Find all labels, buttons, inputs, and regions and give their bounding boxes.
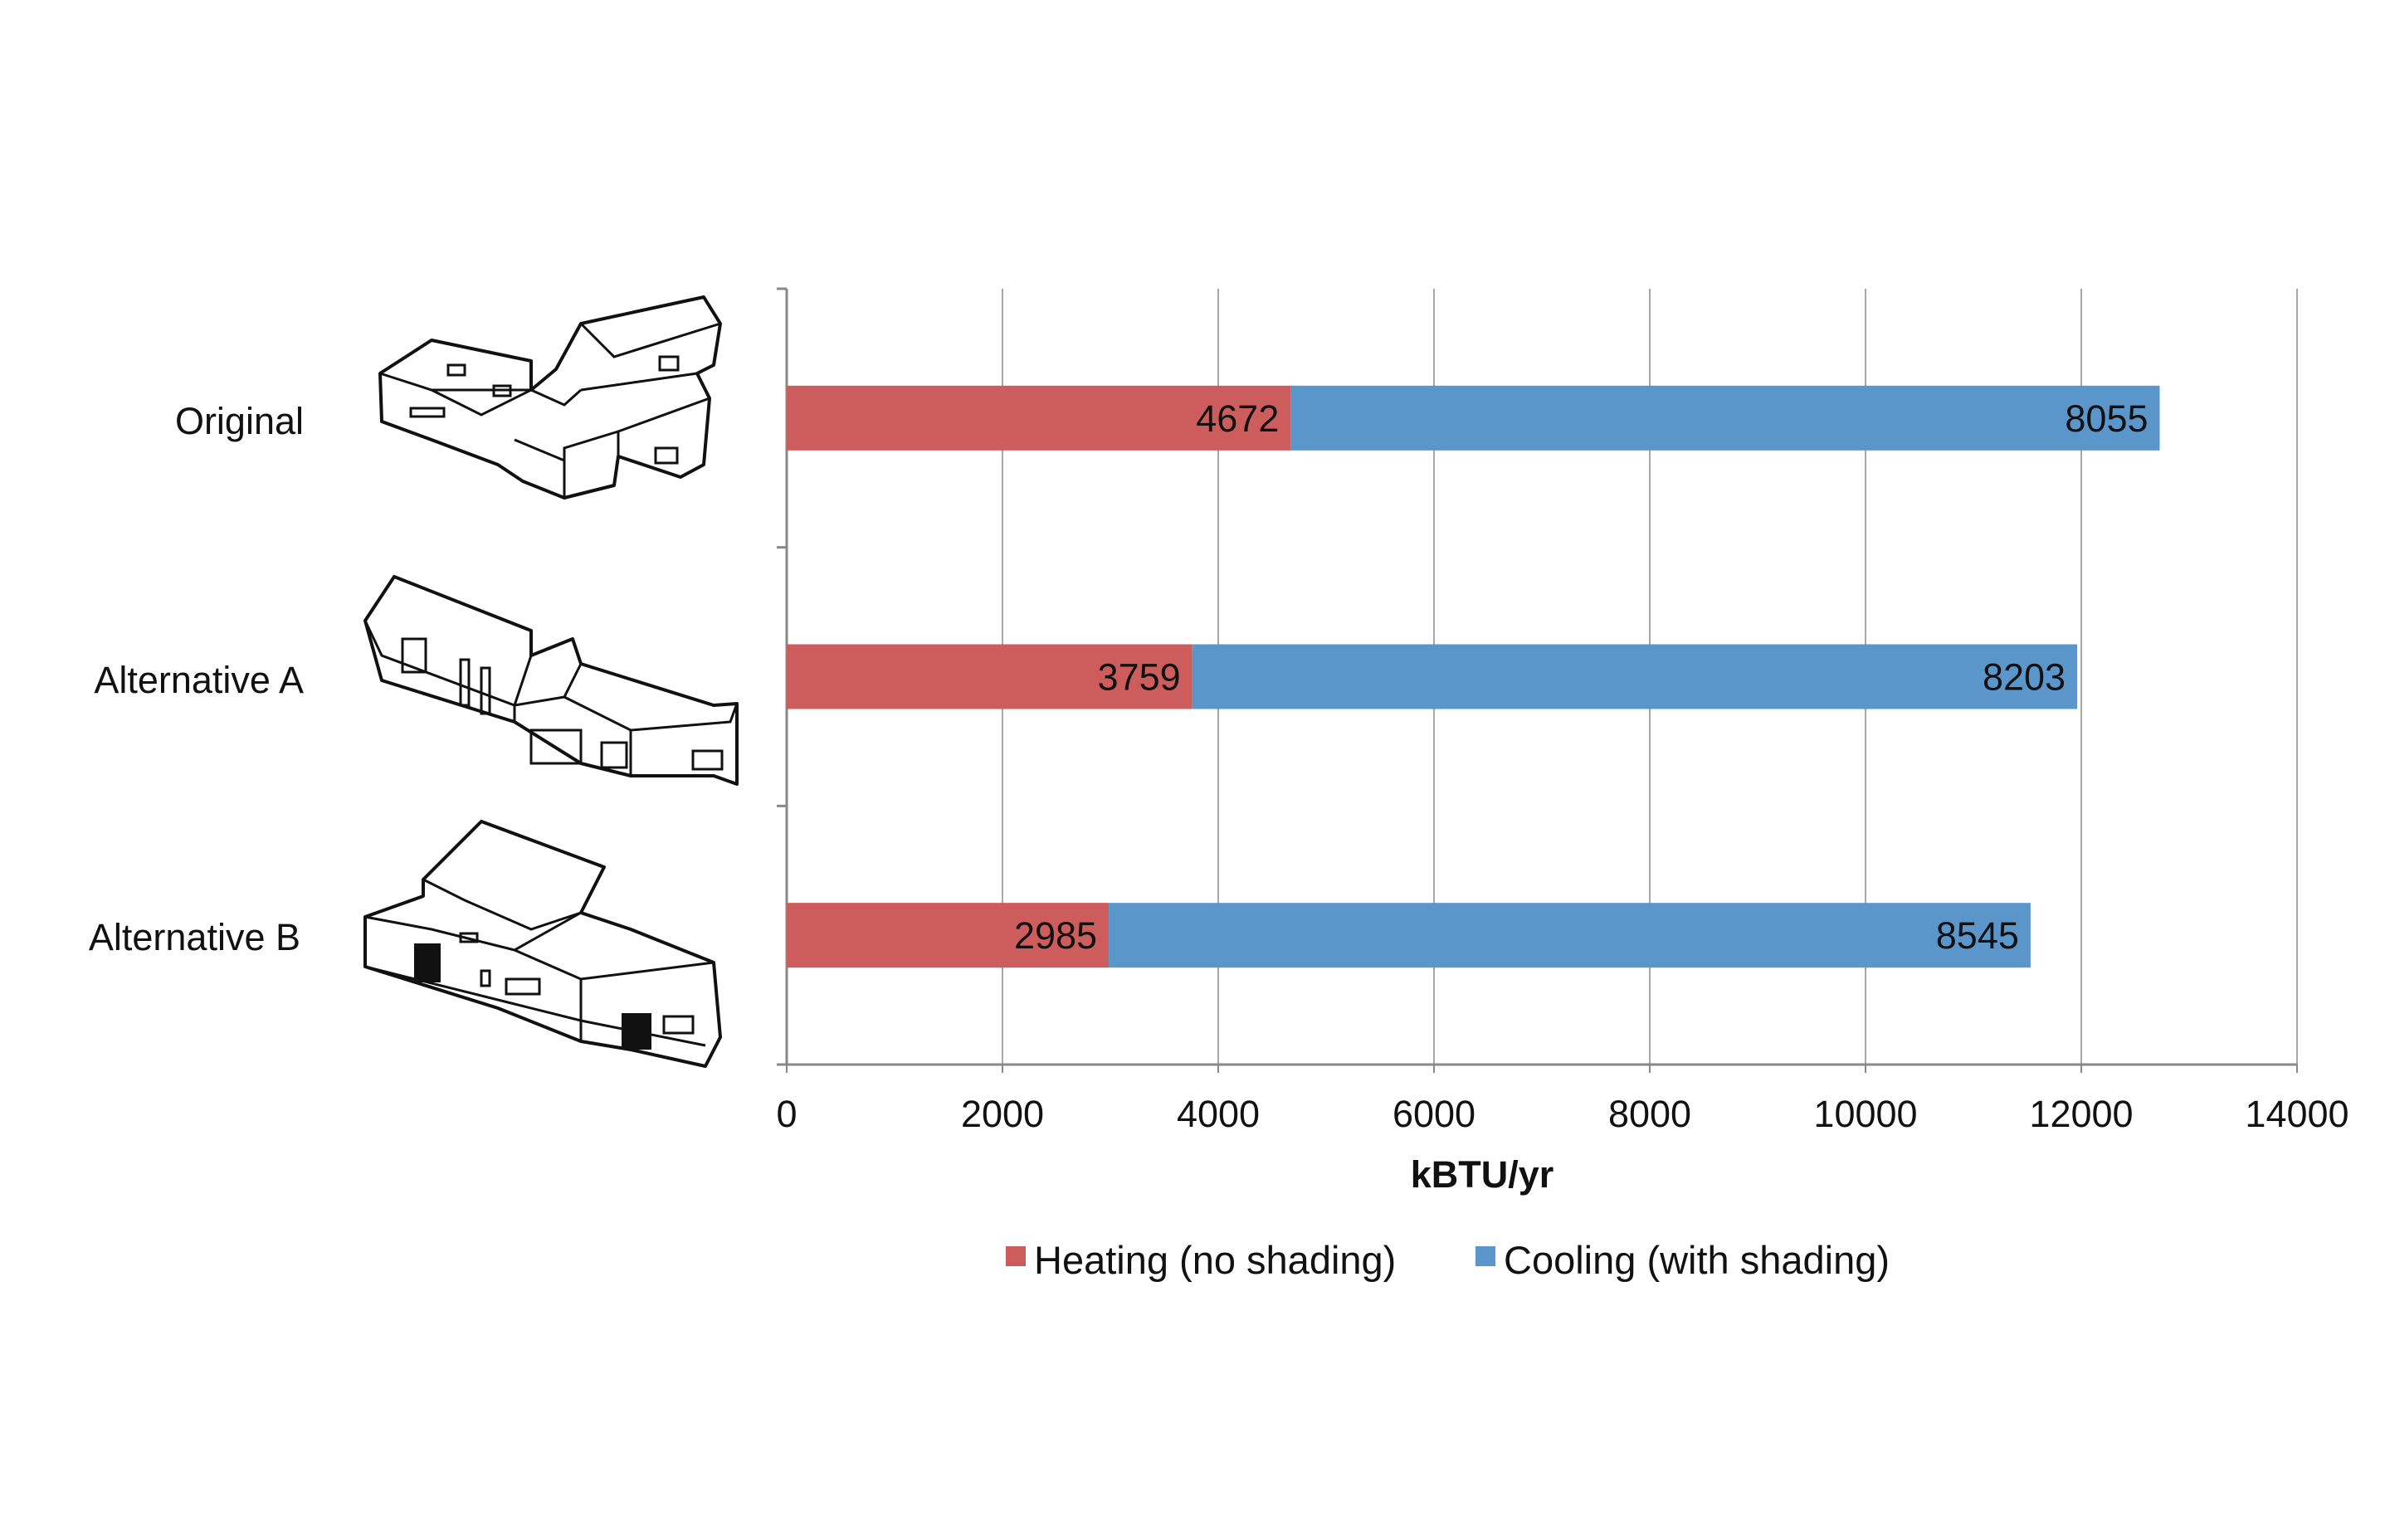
x-tick-labels: 0 2000 4000 6000 8000 10000 12000 14000 bbox=[776, 1093, 2349, 1135]
category-label-original: Original bbox=[175, 400, 304, 442]
legend-swatch-heating bbox=[1006, 1246, 1026, 1266]
x-tick-label: 0 bbox=[776, 1093, 797, 1135]
bar-heating-1 bbox=[787, 644, 1193, 709]
house-alternative-a-icon bbox=[363, 575, 739, 786]
x-tick-label: 8000 bbox=[1608, 1093, 1691, 1135]
x-tick-label: 6000 bbox=[1393, 1093, 1475, 1135]
bar-cooling-2 bbox=[1109, 903, 2031, 968]
x-tick-label: 2000 bbox=[961, 1093, 1044, 1135]
category-label-alternative-b: Alternative B bbox=[89, 916, 300, 958]
x-tick-label: 4000 bbox=[1177, 1093, 1260, 1135]
data-label: 8203 bbox=[1983, 656, 2066, 699]
x-tick-label: 14000 bbox=[2245, 1093, 2349, 1135]
house-original-icon bbox=[378, 295, 722, 500]
bar-heating-0 bbox=[787, 385, 1291, 451]
bar-cooling-0 bbox=[1290, 385, 2160, 451]
bar-cooling-1 bbox=[1192, 644, 2078, 709]
bars bbox=[787, 385, 2160, 968]
data-label: 8545 bbox=[1936, 914, 2019, 957]
x-tick-label: 12000 bbox=[2029, 1093, 2133, 1135]
data-label: 3759 bbox=[1098, 656, 1181, 699]
data-label: 8055 bbox=[2065, 397, 2148, 440]
data-label: 2985 bbox=[1014, 914, 1097, 957]
data-label: 4672 bbox=[1196, 397, 1279, 440]
legend: Heating (no shading) Cooling (with shadi… bbox=[1006, 1238, 1890, 1282]
data-labels: 4672 8055 3759 8203 2985 8545 bbox=[1014, 397, 2149, 957]
legend-swatch-cooling bbox=[1475, 1246, 1495, 1266]
category-label-alternative-a: Alternative A bbox=[94, 659, 304, 701]
x-axis-title: kBTU/yr bbox=[1411, 1153, 1554, 1196]
house-alternative-b-icon bbox=[363, 820, 722, 1068]
legend-label-heating: Heating (no shading) bbox=[1034, 1238, 1396, 1282]
legend-label-cooling: Cooling (with shading) bbox=[1504, 1238, 1890, 1282]
bar-heating-2 bbox=[787, 903, 1110, 968]
x-tick-label: 10000 bbox=[1813, 1093, 1917, 1135]
